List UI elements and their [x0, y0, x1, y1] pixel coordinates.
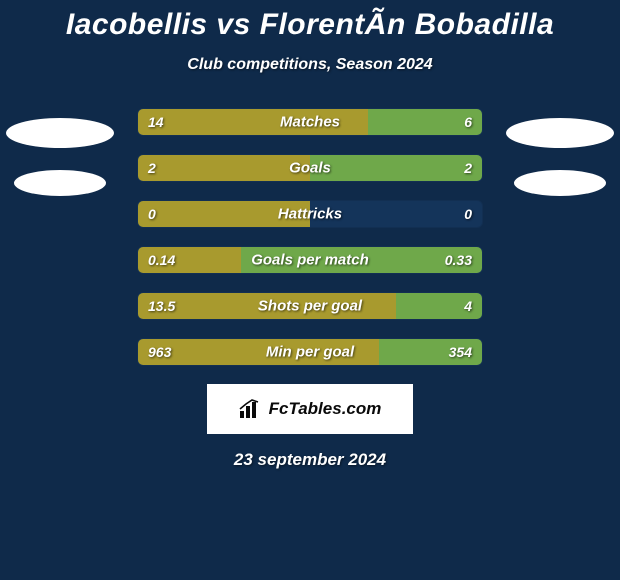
stat-row: 0.14 0.33 Goals per match: [137, 246, 483, 274]
stat-label: Min per goal: [266, 344, 354, 361]
date-label: 23 september 2024: [0, 450, 620, 470]
stat-label: Goals: [289, 160, 331, 177]
subtitle: Club competitions, Season 2024: [0, 56, 620, 74]
stat-value-right: 6: [464, 114, 472, 130]
stat-row: 963 354 Min per goal: [137, 338, 483, 366]
ellipse-icon: [514, 170, 606, 196]
ellipse-icon: [14, 170, 106, 196]
bar-left: [138, 155, 310, 181]
stat-row: 0 0 Hattricks: [137, 200, 483, 228]
stat-value-right: 2: [464, 160, 472, 176]
comparison-infographic: Iacobellis vs FlorentÃ­n Bobadilla Club …: [0, 0, 620, 580]
stat-label: Matches: [280, 114, 340, 131]
stat-value-left: 0: [148, 206, 156, 222]
stat-value-left: 2: [148, 160, 156, 176]
fctables-logo: FcTables.com: [207, 384, 413, 434]
stats-rows: 14 6 Matches 2 2 Goals 0 0 Hattricks 0.14 0.33 Goal…: [70, 108, 550, 366]
bar-right: [310, 155, 482, 181]
stat-label: Hattricks: [278, 206, 342, 223]
ellipse-icon: [6, 118, 114, 148]
stat-value-left: 14: [148, 114, 164, 130]
stat-label: Shots per goal: [258, 298, 362, 315]
stat-value-left: 13.5: [148, 298, 175, 314]
stat-value-left: 0.14: [148, 252, 175, 268]
stat-value-right: 354: [449, 344, 472, 360]
stat-value-left: 963: [148, 344, 171, 360]
stat-value-right: 4: [464, 298, 472, 314]
bar-chart-icon: [239, 399, 263, 419]
ellipse-icon: [506, 118, 614, 148]
stat-row: 14 6 Matches: [137, 108, 483, 136]
stat-value-right: 0: [464, 206, 472, 222]
stat-row: 13.5 4 Shots per goal: [137, 292, 483, 320]
player-right-placeholder: [506, 118, 614, 218]
logo-text: FcTables.com: [269, 399, 382, 419]
page-title: Iacobellis vs FlorentÃ­n Bobadilla: [0, 8, 620, 42]
stat-label: Goals per match: [251, 252, 369, 269]
stat-value-right: 0.33: [445, 252, 472, 268]
player-left-placeholder: [6, 118, 114, 218]
stat-row: 2 2 Goals: [137, 154, 483, 182]
